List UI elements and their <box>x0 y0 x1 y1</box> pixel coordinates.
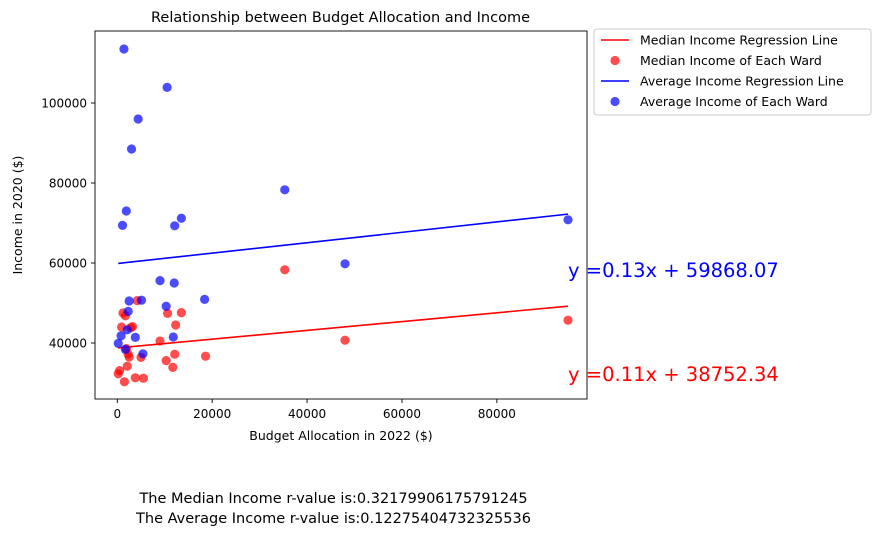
median-income-point <box>171 320 181 330</box>
y-tick-label: 80000 <box>49 177 87 191</box>
average-income-point <box>155 276 165 286</box>
plot-frame <box>94 30 588 400</box>
x-tick-label: 0 <box>113 407 121 421</box>
x-tick-label: 20000 <box>193 407 231 421</box>
x-tick-label: 80000 <box>478 407 516 421</box>
plot-area <box>113 44 573 387</box>
average-income-point <box>123 306 133 316</box>
chart-title: Relationship between Budget Allocation a… <box>151 10 530 26</box>
average-income-point <box>117 220 128 230</box>
median-income-point <box>170 349 180 359</box>
median-regression-equation: y =0.11x + 38752.34 <box>568 363 779 386</box>
median-income-point <box>155 336 165 346</box>
average-income-point <box>280 185 290 195</box>
average-income-point <box>169 278 179 288</box>
median-income-point <box>162 308 173 318</box>
average-regression-line <box>118 213 569 265</box>
legend-marker-swatch <box>610 55 620 66</box>
y-tick-label: 60000 <box>49 257 87 271</box>
median-income-point <box>161 356 171 366</box>
average-income-point <box>161 301 171 311</box>
median-rvalue-text: The Median Income r-value is:0.321799061… <box>139 491 528 507</box>
median-income-point <box>280 265 290 275</box>
y-tick-label: 100000 <box>41 97 87 111</box>
average-income-point <box>120 344 130 354</box>
legend-marker-swatch <box>610 96 620 107</box>
average-income-point <box>113 338 123 348</box>
median-income-point <box>130 373 140 383</box>
legend-label: Average Income of Each Ward <box>640 94 828 109</box>
median-income-point <box>168 362 178 372</box>
median-income-point <box>176 308 186 318</box>
average-income-point <box>170 221 180 231</box>
y-axis-label: Income in 2020 ($) <box>10 156 25 275</box>
legend-label: Median Income of Each Ward <box>640 53 822 68</box>
average-income-point <box>162 82 172 92</box>
median-income-point <box>340 335 350 345</box>
median-income-point <box>138 373 148 383</box>
x-tick-label: 40000 <box>288 407 326 421</box>
x-axis: 0 20000 40000 60000 80000 <box>113 399 516 421</box>
legend: Median Income Regression Line Median Inco… <box>593 28 872 116</box>
y-axis: 40000 60000 80000 100000 <box>41 97 95 351</box>
x-axis-label: Budget Allocation in 2022 ($) <box>249 428 432 443</box>
average-income-point <box>126 144 137 154</box>
y-tick-label: 40000 <box>49 337 87 351</box>
average-income-point <box>136 295 147 305</box>
legend-label: Average Income Regression Line <box>640 74 844 89</box>
average-income-point <box>116 331 126 341</box>
equation-annotations: y =0.13x + 59868.07 y =0.11x + 38752.34 <box>568 259 779 386</box>
median-income-point <box>200 351 211 361</box>
average-income-point <box>119 44 129 54</box>
average-income-point <box>121 206 131 216</box>
median-income-point <box>122 361 132 371</box>
median-income-point <box>124 352 134 362</box>
average-income-point <box>563 215 573 225</box>
average-income-point <box>122 325 132 335</box>
average-income-point <box>130 332 140 342</box>
average-income-point <box>168 332 178 342</box>
median-income-point <box>115 366 125 376</box>
average-income-point <box>133 114 143 124</box>
median-income-point <box>119 377 130 387</box>
legend-label: Median Income Regression Line <box>640 33 838 48</box>
average-income-point <box>176 213 186 223</box>
median-regression-line <box>118 305 569 349</box>
average-income-point <box>340 259 350 269</box>
x-tick-label: 60000 <box>383 407 421 421</box>
median-income-point <box>563 315 573 325</box>
average-rvalue-text: The Average Income r-value is:0.12275404… <box>136 511 531 527</box>
average-regression-equation: y =0.13x + 59868.07 <box>568 259 779 282</box>
average-income-point <box>199 294 210 304</box>
average-income-point <box>138 349 148 359</box>
average-income-point <box>124 296 134 306</box>
legend-frame <box>593 28 872 116</box>
